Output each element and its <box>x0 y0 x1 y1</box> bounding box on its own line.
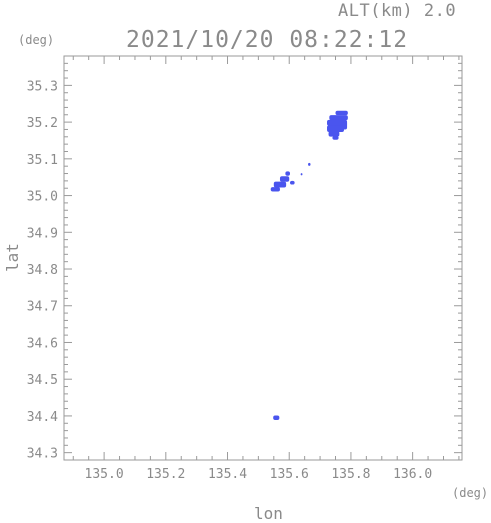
echo-cell <box>300 173 303 176</box>
x-axis-label: lon <box>254 504 283 523</box>
echo-cell <box>329 115 348 121</box>
y-tick-label: 34.8 <box>27 263 58 278</box>
plot-frame <box>63 55 463 461</box>
y-tick-label: 34.6 <box>27 336 58 351</box>
y-tick-label: 34.3 <box>27 447 58 462</box>
y-tick-label: 35.0 <box>27 190 58 205</box>
echo-cell <box>332 136 339 140</box>
echo-cell <box>273 415 280 420</box>
y-tick-label: 34.4 <box>27 410 58 425</box>
echo-cell <box>270 187 280 192</box>
x-tick-label: 135.0 <box>85 467 124 482</box>
y-tick-label: 35.1 <box>27 153 58 168</box>
y-unit-label: (deg) <box>18 33 55 47</box>
y-tick-label: 34.7 <box>27 300 58 315</box>
y-tick-label: 34.5 <box>27 373 58 388</box>
x-unit-label: (deg) <box>452 486 489 500</box>
echo-cell <box>289 180 295 185</box>
echo-cell <box>285 171 290 176</box>
x-tick-label: 135.8 <box>331 467 370 482</box>
x-tick-label: 135.6 <box>270 467 309 482</box>
altitude-label: ALT(km) 2.0 <box>338 1 457 21</box>
echo-cell <box>327 119 348 126</box>
echo-cell <box>279 176 290 182</box>
y-tick-label: 35.3 <box>27 79 58 94</box>
echo-cell <box>342 122 348 130</box>
echo-cell <box>308 162 311 166</box>
datetime-title: 2021/10/20 08:22:12 <box>126 27 409 53</box>
echo-cell <box>335 110 348 116</box>
x-tick-label: 136.0 <box>393 467 432 482</box>
y-tick-label: 35.2 <box>27 116 58 131</box>
echo-cell <box>273 181 287 188</box>
echo-cell <box>328 131 340 137</box>
x-tick-label: 135.4 <box>208 467 247 482</box>
y-tick-label: 34.9 <box>27 226 58 241</box>
echo-cell <box>327 125 344 133</box>
x-tick-label: 135.2 <box>146 467 185 482</box>
